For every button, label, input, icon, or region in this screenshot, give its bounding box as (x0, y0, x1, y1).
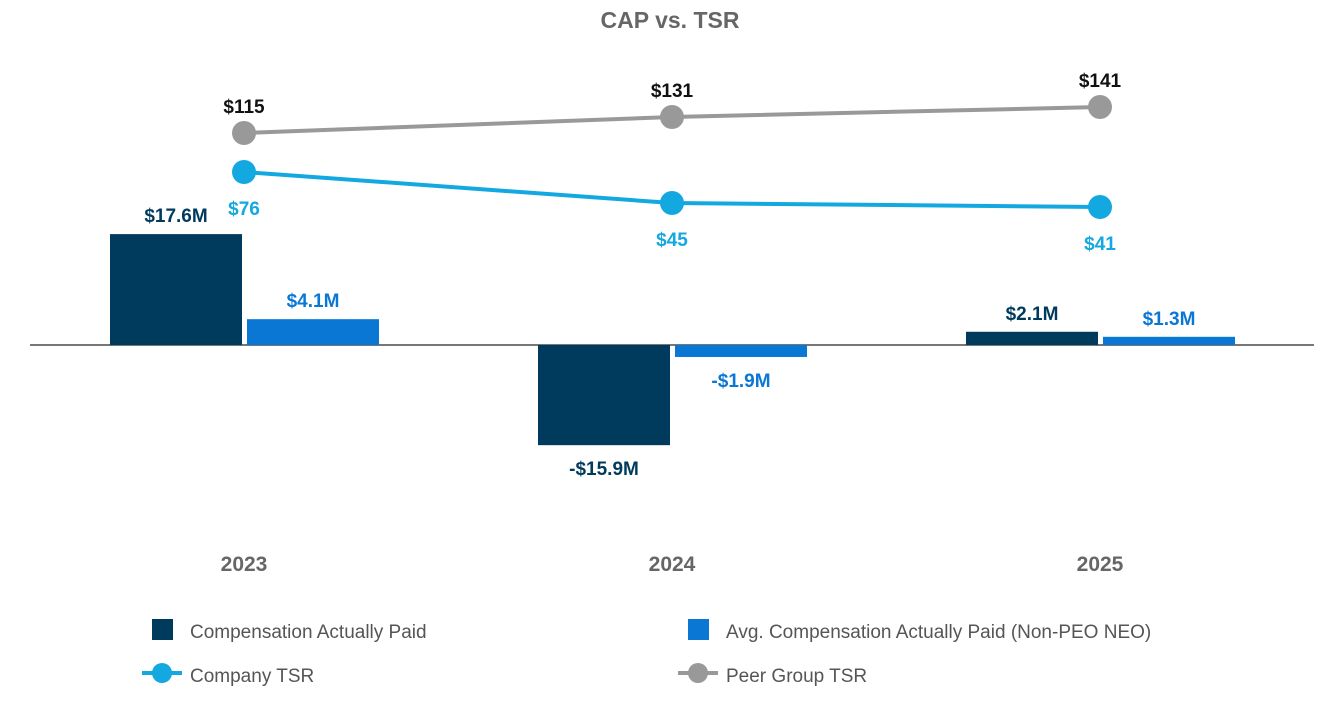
legend-item-peer-tsr: Peer Group TSR (678, 663, 867, 687)
company-tsr-point-2023 (232, 160, 256, 184)
bar-cap-2023 (110, 234, 242, 345)
tsr-lines-layer: $76 $45 $41 $115 $131 $141 (223, 71, 1121, 255)
company-tsr-value-label: $45 (656, 230, 688, 251)
peer-tsr-point-2025 (1088, 95, 1112, 119)
legend-marker-swatch (688, 663, 708, 683)
legend-swatch (688, 619, 709, 640)
peer-tsr-point-2024 (660, 105, 684, 129)
peer-tsr-point-2023 (232, 121, 256, 145)
bar-value-label: $1.3M (1143, 309, 1196, 330)
bar-value-label: -$15.9M (569, 459, 639, 480)
bar-cap-2025 (966, 331, 1098, 345)
legend: Compensation Actually Paid Avg. Compensat… (142, 619, 1151, 687)
x-axis-year-labels: 2023 2024 2025 (221, 553, 1124, 576)
legend-label: Compensation Actually Paid (190, 622, 427, 643)
legend-item-avg-cap: Avg. Compensation Actually Paid (Non-PEO… (688, 619, 1151, 643)
legend-item-company-tsr: Company TSR (142, 663, 314, 687)
company-tsr-point-2025 (1088, 195, 1112, 219)
bar-avg-cap-2024 (675, 345, 807, 357)
peer-tsr-value-label: $141 (1079, 71, 1122, 92)
bar-avg-cap-2025 (1103, 336, 1235, 345)
bars-layer: $17.6M -$15.9M $2.1M $4.1M -$1.9M $1.3M (110, 206, 1235, 480)
legend-marker-swatch (152, 663, 172, 683)
company-tsr-value-label: $41 (1084, 234, 1116, 255)
legend-label: Peer Group TSR (726, 666, 867, 687)
bar-value-label: $4.1M (287, 291, 340, 312)
bar-avg-cap-2023 (247, 319, 379, 345)
year-label-2025: 2025 (1077, 553, 1124, 576)
year-label-2024: 2024 (649, 553, 696, 576)
bar-value-label: $17.6M (144, 206, 207, 227)
peer-tsr-value-label: $131 (651, 81, 694, 102)
company-tsr-value-label: $76 (228, 199, 260, 220)
bar-value-label: $2.1M (1006, 304, 1059, 325)
year-label-2023: 2023 (221, 553, 268, 576)
peer-tsr-value-label: $115 (223, 97, 265, 118)
bar-cap-2024 (538, 345, 670, 446)
legend-label: Avg. Compensation Actually Paid (Non-PEO… (726, 622, 1151, 643)
legend-swatch (152, 619, 173, 640)
legend-item-cap: Compensation Actually Paid (152, 619, 427, 643)
company-tsr-point-2024 (660, 191, 684, 215)
legend-label: Company TSR (190, 666, 314, 687)
bar-value-label: -$1.9M (711, 371, 770, 392)
chart-title: CAP vs. TSR (601, 7, 740, 33)
